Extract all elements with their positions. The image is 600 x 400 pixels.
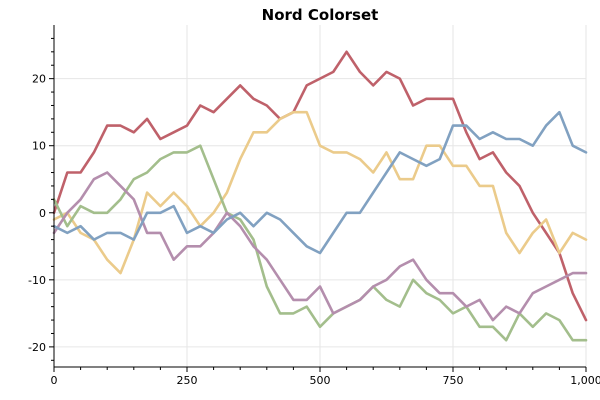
chart-title: Nord Colorset [262,6,379,24]
y-tick-label: 10 [32,140,46,153]
series-layer [52,50,588,342]
x-tick-label: 1,000 [570,374,600,387]
x-tick-label: 500 [310,374,331,387]
series-line-5 [52,110,588,255]
series-line-1 [52,50,588,322]
y-tick-label: 20 [32,73,46,86]
y-tick-label: 0 [39,207,46,220]
x-tick-label: 250 [177,374,198,387]
tick-labels: 0 250 500 750 1,000 -20 -10 0 10 20 [28,73,600,387]
axes [49,25,587,372]
x-tick-label: 750 [443,374,464,387]
series-line-3 [52,144,588,342]
y-tick-label: -10 [28,274,46,287]
series-line-2 [52,110,588,275]
y-tick-label: -20 [28,341,46,354]
grid [53,25,587,367]
x-tick-label: 0 [51,374,58,387]
